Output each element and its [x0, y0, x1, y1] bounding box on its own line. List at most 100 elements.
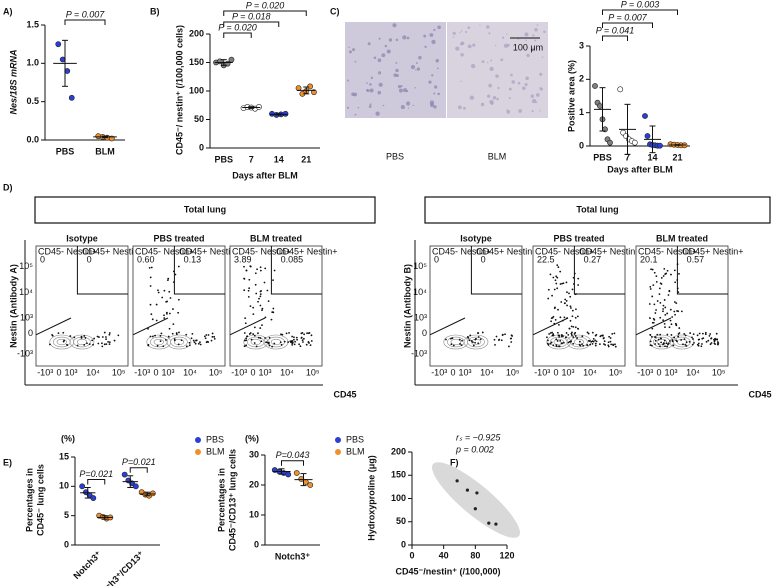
event-dot: [245, 339, 248, 342]
event-dot: [565, 332, 568, 334]
event-dot: [682, 343, 684, 346]
event-dot: [259, 327, 262, 329]
micrograph-texture: [534, 28, 538, 32]
event-dot: [709, 333, 712, 335]
event-dot: [668, 326, 671, 329]
data-point: [90, 495, 97, 501]
event-dot: [207, 334, 210, 336]
event-dot: [683, 333, 686, 335]
event-dot: [673, 336, 676, 339]
event-dot: [688, 340, 691, 343]
event-dot: [560, 335, 563, 338]
y-tick-label: 50: [194, 114, 204, 124]
data-point: [293, 470, 300, 476]
event-dot: [592, 340, 595, 343]
event-dot: [716, 338, 719, 341]
y-tick-label: 50: [396, 516, 406, 526]
micrograph-texture: [539, 87, 543, 91]
y-tick-label: 1.5: [26, 19, 39, 29]
micrograph-texture: [500, 58, 504, 62]
legend-marker: [335, 437, 341, 443]
event-dot: [177, 343, 180, 346]
micrograph-texture: [531, 98, 537, 104]
event-dot: [664, 313, 667, 316]
micrograph-texture: [489, 66, 494, 71]
event-dot: [450, 343, 453, 346]
micrograph-texture: [377, 90, 382, 95]
event-dot: [252, 313, 255, 316]
data-point: [631, 139, 638, 146]
event-dot: [265, 341, 267, 344]
header-box: [424, 196, 771, 224]
event-dot: [567, 341, 570, 344]
micrograph-texture: [539, 110, 541, 112]
event-dot: [683, 338, 686, 341]
event-dot: [673, 310, 676, 313]
x-tick-label: 10⁴: [480, 367, 494, 377]
event-dot: [555, 282, 558, 285]
event-dot: [293, 338, 295, 341]
event-dot: [194, 342, 197, 345]
micrograph-texture: [398, 88, 403, 93]
legend-marker: [195, 437, 201, 443]
event-dot: [306, 332, 308, 335]
event-dot: [598, 343, 601, 346]
event-dot: [256, 268, 258, 271]
x-tick-label: 0: [409, 550, 414, 560]
x-tick-label: -10³: [534, 367, 550, 377]
event-dot: [255, 345, 258, 348]
x-tick-label: 10⁵: [306, 367, 320, 377]
event-dot: [652, 284, 655, 287]
event-dot: [300, 332, 303, 335]
event-dot: [255, 292, 258, 295]
annotation: rₛ = −0.925: [456, 432, 501, 442]
micrograph-texture: [367, 42, 371, 46]
micrograph-texture: [479, 24, 481, 26]
event-dot: [260, 290, 262, 292]
micrograph-texture: [347, 79, 350, 82]
micrograph-texture: [406, 36, 410, 40]
event-dot: [570, 325, 573, 328]
event-dot: [698, 338, 701, 341]
event-dot: [509, 337, 512, 340]
micrograph-texture: [402, 35, 407, 40]
micrograph-texture: [534, 39, 537, 42]
data-point: [494, 522, 498, 526]
x-tick-label: 10⁵: [506, 367, 520, 377]
micrograph-texture: [486, 25, 490, 29]
event-dot: [677, 335, 680, 338]
event-dot: [148, 266, 151, 269]
event-dot: [245, 344, 248, 347]
event-dot: [459, 343, 461, 345]
micrograph-texture: [470, 63, 476, 69]
event-dot: [667, 294, 670, 296]
event-dot: [689, 332, 692, 334]
event-dot: [461, 339, 463, 342]
event-dot: [259, 269, 262, 272]
event-dot: [651, 327, 654, 330]
event-dot: [582, 344, 585, 347]
event-dot: [649, 334, 652, 336]
event-dot: [477, 336, 480, 338]
event-dot: [452, 344, 455, 347]
y-tick-label: 10³: [20, 312, 33, 322]
quadrant-label: CD45+ Nestin+: [82, 246, 144, 256]
event-dot: [474, 341, 476, 344]
panel-label: A): [3, 6, 13, 16]
event-dot: [211, 335, 214, 338]
event-dot: [561, 282, 563, 285]
y-tick-label: 0: [28, 328, 33, 338]
event-dot: [609, 340, 612, 343]
event-dot: [103, 331, 106, 334]
event-dot: [309, 344, 312, 347]
micrograph-texture: [433, 105, 437, 109]
event-dot: [666, 345, 669, 348]
x-tick-label: 120: [499, 550, 514, 560]
event-dot: [556, 340, 559, 342]
event-dot: [549, 273, 552, 276]
gate-diagonal: [229, 317, 266, 336]
event-dot: [601, 334, 604, 337]
event-dot: [168, 327, 171, 330]
micrograph-texture: [508, 87, 512, 91]
y-tick-label: 10⁵: [19, 261, 33, 271]
